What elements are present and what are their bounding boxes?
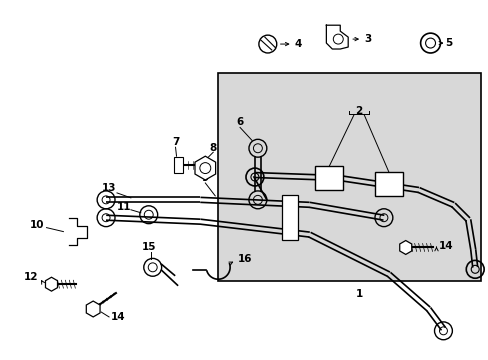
Bar [218,73,480,281]
Polygon shape [195,156,215,180]
Bar [281,195,297,239]
Text: 7: 7 [171,137,179,147]
Text: 1: 1 [355,289,362,299]
Polygon shape [45,277,58,291]
Text: 12: 12 [24,272,38,282]
Text: 10: 10 [29,220,44,230]
Text: 5: 5 [445,38,452,48]
Text: 8: 8 [209,143,216,153]
Text: 16: 16 [238,255,252,264]
Text: 15: 15 [141,243,156,252]
Text: 4: 4 [294,39,302,49]
Text: 14: 14 [111,312,125,322]
Text: 13: 13 [102,183,116,193]
Bar [315,166,343,190]
Text: 3: 3 [364,34,370,44]
Text: 11: 11 [117,202,131,212]
Text: 9: 9 [202,173,208,183]
Text: 2: 2 [355,105,362,116]
Polygon shape [86,301,100,317]
Bar [374,172,402,196]
Text: 6: 6 [236,117,243,127]
Bar [173,157,183,173]
Text: 14: 14 [438,242,452,252]
Polygon shape [399,240,411,255]
